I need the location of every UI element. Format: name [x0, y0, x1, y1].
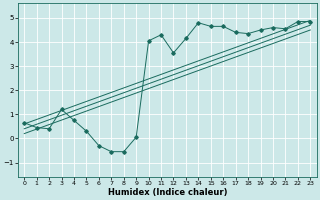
X-axis label: Humidex (Indice chaleur): Humidex (Indice chaleur): [108, 188, 227, 197]
